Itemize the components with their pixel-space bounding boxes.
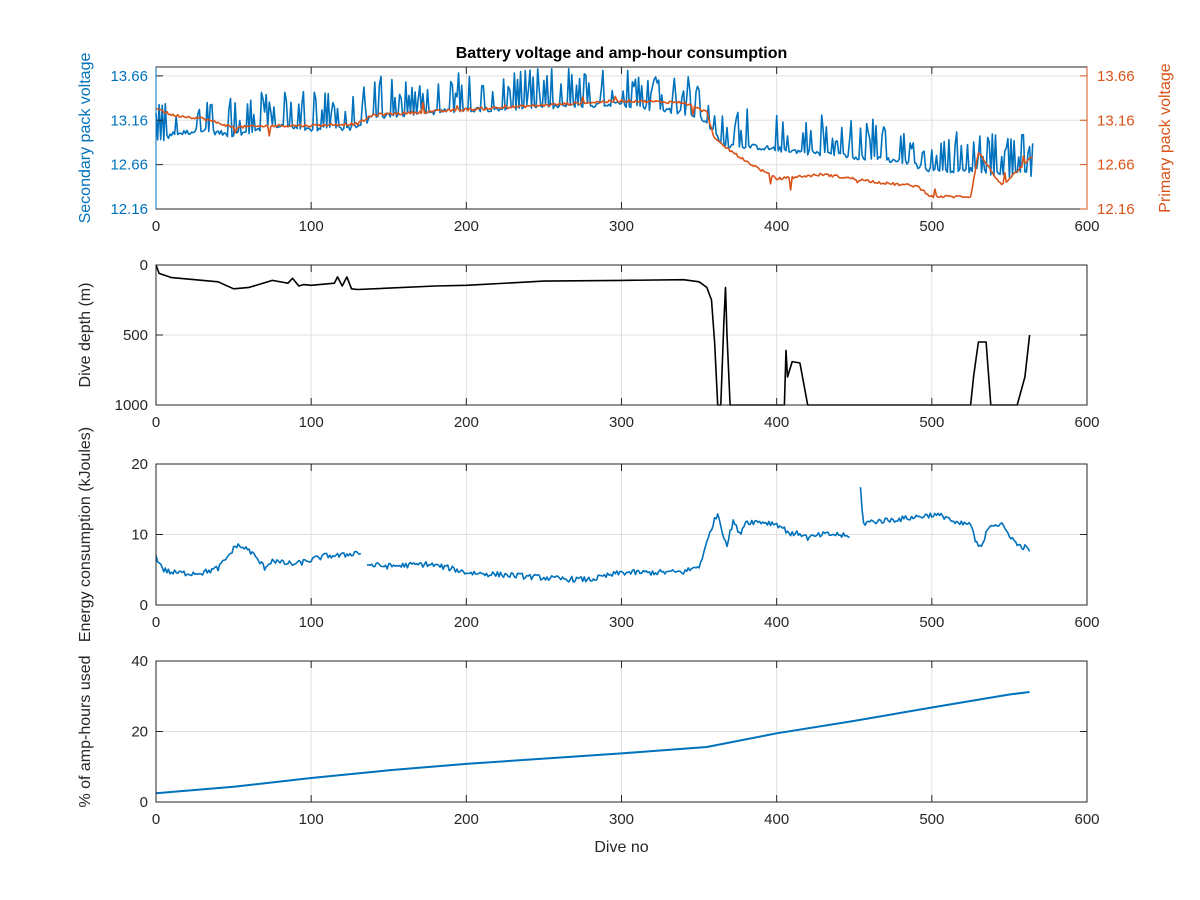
panel-4: 0 100 200 300 400 500 600 0 20 40 % of amp-hours u… xyxy=(77,653,1100,856)
y-tick-label: 10 xyxy=(131,527,148,544)
y-tick-label: 0 xyxy=(140,257,148,274)
series-line-1 xyxy=(155,68,1034,178)
x-tick-label: 600 xyxy=(1074,218,1099,235)
panel-2: 0 100 200 300 400 500 600 0 500 1000 Dive depth (m… xyxy=(77,257,1100,431)
y-tick-label: 13.66 xyxy=(110,68,148,85)
x-tick-label: 400 xyxy=(764,218,789,235)
x-tick-label: 200 xyxy=(454,414,479,431)
x-tick-label: 400 xyxy=(764,414,789,431)
x-tick-label: 100 xyxy=(299,614,324,631)
y-axis-label: % of amp-hours used xyxy=(77,655,94,807)
x-tick-label: 100 xyxy=(299,414,324,431)
x-tick-label: 100 xyxy=(299,218,324,235)
y-tick-label: 13.16 xyxy=(110,112,148,129)
y-axis-label: Dive depth (m) xyxy=(77,283,94,388)
x-tick-label: 400 xyxy=(764,811,789,828)
y-tick-label: 12.16 xyxy=(110,201,148,218)
x-tick-label: 300 xyxy=(609,614,634,631)
x-tick-label: 500 xyxy=(919,414,944,431)
x-tick-label: 0 xyxy=(152,414,160,431)
x-tick-label: 400 xyxy=(764,614,789,631)
y-tick-label: 0 xyxy=(140,597,148,614)
y-tick-label: 1000 xyxy=(115,397,148,414)
y-tick-label: 500 xyxy=(123,327,148,344)
x-tick-label: 600 xyxy=(1074,811,1099,828)
x-tick-label: 100 xyxy=(299,811,324,828)
y-right-tick-label: 12.66 xyxy=(1097,157,1135,174)
series-line-1 xyxy=(155,264,1031,406)
y-tick-label: 12.66 xyxy=(110,157,148,174)
y-right-tick-label: 13.16 xyxy=(1097,112,1135,129)
series-line-1 xyxy=(155,691,1030,795)
x-tick-label: 500 xyxy=(919,614,944,631)
y-tick-label: 20 xyxy=(131,456,148,473)
x-tick-label: 300 xyxy=(609,218,634,235)
x-tick-label: 0 xyxy=(152,811,160,828)
panel-1: 0 100 200 300 400 500 60012.1612.6613.1613.661… xyxy=(77,45,1174,235)
y-right-tick-label: 13.66 xyxy=(1097,68,1135,85)
series-line-1 xyxy=(155,487,1031,583)
x-tick-label: 300 xyxy=(609,811,634,828)
x-tick-label: 500 xyxy=(919,218,944,235)
y-tick-label: 40 xyxy=(131,653,148,670)
x-tick-label: 200 xyxy=(454,811,479,828)
x-tick-label: 200 xyxy=(454,614,479,631)
x-tick-label: 600 xyxy=(1074,414,1099,431)
x-tick-label: 600 xyxy=(1074,614,1099,631)
x-tick-label: 300 xyxy=(609,414,634,431)
y-tick-label: 20 xyxy=(131,724,148,741)
y-tick-label: 0 xyxy=(140,794,148,811)
y-right-tick-label: 12.16 xyxy=(1097,201,1135,218)
panel-3: 0 100 200 300 400 500 600 0 10 20 Energy consumpti… xyxy=(77,427,1100,642)
y-axis-label: Secondary pack voltage xyxy=(77,53,94,224)
x-tick-label: 0 xyxy=(152,218,160,235)
series-line-2 xyxy=(155,95,1033,199)
x-axis-label: Dive no xyxy=(594,839,648,856)
x-tick-label: 500 xyxy=(919,811,944,828)
x-tick-label: 200 xyxy=(454,218,479,235)
y-axis-label: Energy consumption (kJoules) xyxy=(77,427,94,642)
chart-title: Battery voltage and amp-hour consumption xyxy=(456,45,788,62)
x-tick-label: 0 xyxy=(152,614,160,631)
y-axis-label-right: Primary pack voltage xyxy=(1157,63,1174,212)
